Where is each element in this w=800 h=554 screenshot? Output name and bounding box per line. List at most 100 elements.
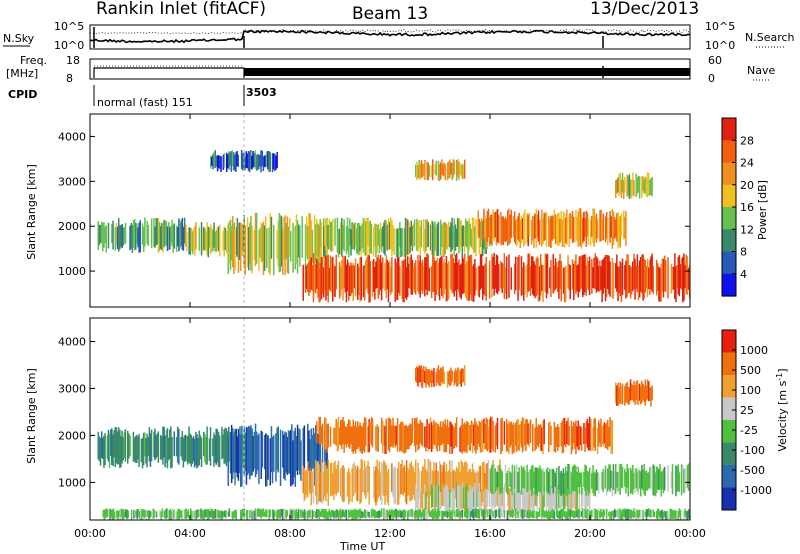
vel-data-cell — [418, 365, 420, 383]
power-data-cell — [569, 213, 571, 239]
power-data-cell — [118, 218, 120, 252]
vel-data-cell — [463, 462, 466, 495]
vel-data-cell — [257, 508, 259, 517]
power-data-cell — [380, 262, 383, 301]
power-data-cell — [177, 227, 179, 247]
power-data-cell — [632, 261, 634, 292]
colorbar-band — [722, 487, 736, 511]
power-data-cell — [586, 212, 589, 237]
vel-data-cell — [675, 465, 677, 497]
vel-data-cell — [303, 425, 306, 482]
power-data-cell — [319, 262, 321, 302]
vel-data-cell — [437, 484, 440, 516]
power-data-cell — [496, 255, 499, 295]
freq-label-line1: Freq. — [20, 54, 47, 67]
vel-data-cell — [486, 463, 489, 503]
vel-data-cell — [255, 509, 258, 519]
vel-data-cell — [233, 440, 235, 473]
y-tick-label: 3000 — [58, 382, 86, 395]
power-data-cell — [255, 155, 258, 171]
vel-data-cell — [463, 511, 466, 518]
vel-data-cell — [587, 423, 590, 451]
colorbar-band — [722, 251, 736, 275]
vel-data-cell — [216, 429, 219, 463]
power-data-cell — [580, 213, 583, 249]
vel-data-cell — [418, 509, 420, 519]
vel-data-cell — [267, 435, 269, 480]
vel-data-cell — [620, 510, 623, 520]
vel-data-cell — [107, 509, 109, 517]
power-data-cell — [203, 226, 205, 250]
power-data-cell — [517, 216, 519, 240]
vel-data-cell — [428, 489, 431, 514]
vel-data-cell — [286, 437, 289, 475]
colorbar-tick-label: 12 — [740, 223, 754, 236]
power-data-cell — [260, 222, 262, 263]
power-data-cell — [333, 264, 335, 297]
vel-data-cell — [609, 511, 611, 520]
vel-data-cell — [435, 511, 437, 520]
vel-data-cell — [335, 468, 337, 496]
vel-data-cell — [537, 511, 540, 517]
vel-data-cell — [448, 427, 450, 445]
vel-data-cell — [241, 509, 243, 520]
power-data-cell — [411, 259, 414, 295]
vel-data-cell — [191, 437, 194, 465]
power-data-cell — [445, 223, 448, 249]
vel-data-cell — [562, 468, 565, 495]
power-data-cell — [423, 219, 425, 251]
power-data-cell — [593, 208, 595, 247]
vel-data-cell — [494, 468, 496, 493]
vel-data-cell — [474, 483, 476, 510]
vel-data-cell — [496, 488, 499, 507]
power-data-cell — [429, 224, 432, 251]
vel-data-cell — [107, 429, 110, 462]
power-data-cell — [295, 214, 298, 264]
power-data-cell — [450, 162, 452, 175]
vel-data-cell — [128, 433, 130, 459]
vel-data-cell — [257, 435, 259, 470]
power-data-cell — [395, 262, 398, 301]
vel-data-cell — [321, 423, 324, 447]
power-data-cell — [621, 173, 624, 193]
vel-data-cell — [319, 416, 321, 444]
power-data-cell — [396, 228, 399, 258]
vel-data-cell — [310, 470, 312, 506]
vel-data-cell — [120, 508, 123, 518]
vel-data-cell — [483, 509, 485, 520]
vel-data-cell — [457, 508, 459, 518]
vel-data-cell — [530, 492, 533, 508]
vel-data-cell — [324, 509, 326, 518]
vel-data-cell — [520, 509, 523, 518]
vel-data-cell — [453, 488, 456, 515]
colorbar-tick-label: 1000 — [740, 344, 768, 357]
vel-data-cell — [163, 510, 166, 519]
power-data-cell — [423, 266, 425, 291]
power-data-cell — [376, 257, 378, 289]
power-data-cell — [323, 226, 325, 256]
power-data-cell — [240, 222, 242, 271]
vel-data-cell — [390, 419, 392, 448]
vel-data-cell — [535, 467, 537, 494]
power-data-cell — [500, 261, 502, 289]
power-data-cell — [198, 227, 201, 251]
vel-data-cell — [326, 511, 328, 520]
vel-data-cell — [187, 509, 190, 519]
vel-data-cell — [160, 511, 162, 520]
vel-data-cell — [269, 438, 271, 486]
power-data-cell — [626, 254, 628, 297]
power-data-cell — [527, 253, 529, 292]
vel-data-cell — [603, 422, 606, 444]
vel-data-cell — [517, 418, 519, 450]
vel-data-cell — [549, 511, 551, 520]
power-data-cell — [365, 260, 367, 291]
vel-data-cell — [182, 509, 184, 520]
power-data-cell — [451, 253, 453, 293]
vel-data-cell — [517, 511, 519, 519]
vel-data-cell — [590, 469, 592, 490]
vel-data-cell — [315, 511, 317, 518]
x-tick-label: 16:00 — [474, 527, 506, 540]
power-data-cell — [465, 264, 467, 298]
vel-data-cell — [174, 511, 176, 519]
vel-data-cell — [180, 437, 182, 457]
